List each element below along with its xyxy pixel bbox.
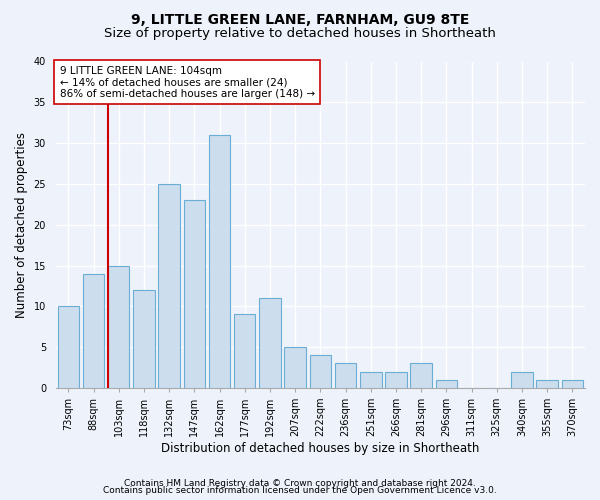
Y-axis label: Number of detached properties: Number of detached properties bbox=[15, 132, 28, 318]
X-axis label: Distribution of detached houses by size in Shortheath: Distribution of detached houses by size … bbox=[161, 442, 479, 455]
Bar bbox=[234, 314, 256, 388]
Bar bbox=[410, 364, 432, 388]
Bar bbox=[133, 290, 155, 388]
Bar bbox=[209, 135, 230, 388]
Bar bbox=[436, 380, 457, 388]
Bar bbox=[562, 380, 583, 388]
Bar bbox=[284, 347, 306, 388]
Text: 9 LITTLE GREEN LANE: 104sqm
← 14% of detached houses are smaller (24)
86% of sem: 9 LITTLE GREEN LANE: 104sqm ← 14% of det… bbox=[59, 66, 314, 99]
Bar bbox=[310, 356, 331, 388]
Bar bbox=[108, 266, 130, 388]
Bar bbox=[335, 364, 356, 388]
Text: Contains HM Land Registry data © Crown copyright and database right 2024.: Contains HM Land Registry data © Crown c… bbox=[124, 478, 476, 488]
Bar bbox=[184, 200, 205, 388]
Text: Size of property relative to detached houses in Shortheath: Size of property relative to detached ho… bbox=[104, 28, 496, 40]
Bar bbox=[83, 274, 104, 388]
Text: 9, LITTLE GREEN LANE, FARNHAM, GU9 8TE: 9, LITTLE GREEN LANE, FARNHAM, GU9 8TE bbox=[131, 12, 469, 26]
Bar bbox=[360, 372, 382, 388]
Bar bbox=[536, 380, 558, 388]
Bar bbox=[58, 306, 79, 388]
Bar bbox=[511, 372, 533, 388]
Bar bbox=[158, 184, 180, 388]
Text: Contains public sector information licensed under the Open Government Licence v3: Contains public sector information licen… bbox=[103, 486, 497, 495]
Bar bbox=[259, 298, 281, 388]
Bar bbox=[385, 372, 407, 388]
